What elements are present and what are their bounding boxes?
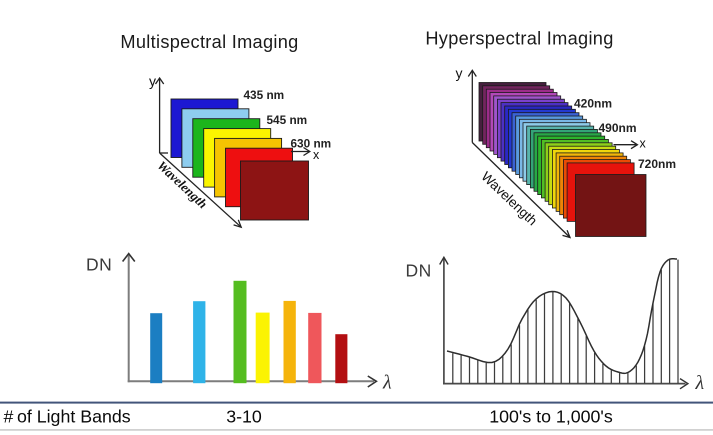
svg-text:420nm: 420nm [574,97,612,111]
svg-text:Hyperspectral Imaging: Hyperspectral Imaging [425,29,613,49]
svg-text:Multispectral Imaging: Multispectral Imaging [120,32,298,52]
svg-text:DN: DN [406,261,432,281]
svg-text:720nm: 720nm [638,157,676,171]
svg-text:y: y [149,73,156,89]
svg-text:x: x [640,137,647,151]
svg-text:DN: DN [86,255,112,275]
svg-text:y: y [456,65,463,81]
svg-text:λ: λ [695,372,705,394]
svg-text:# of Light Bands: # of Light Bands [4,407,131,427]
svg-text:435 nm: 435 nm [244,88,285,102]
svg-text:545 nm: 545 nm [267,113,308,127]
svg-text:490nm: 490nm [599,121,637,135]
svg-text:100's to 1,000's: 100's to 1,000's [489,407,613,427]
svg-text:630 nm: 630 nm [291,137,332,151]
svg-text:3-10: 3-10 [226,407,262,427]
svg-text:λ: λ [382,372,392,394]
svg-text:x: x [313,148,320,162]
